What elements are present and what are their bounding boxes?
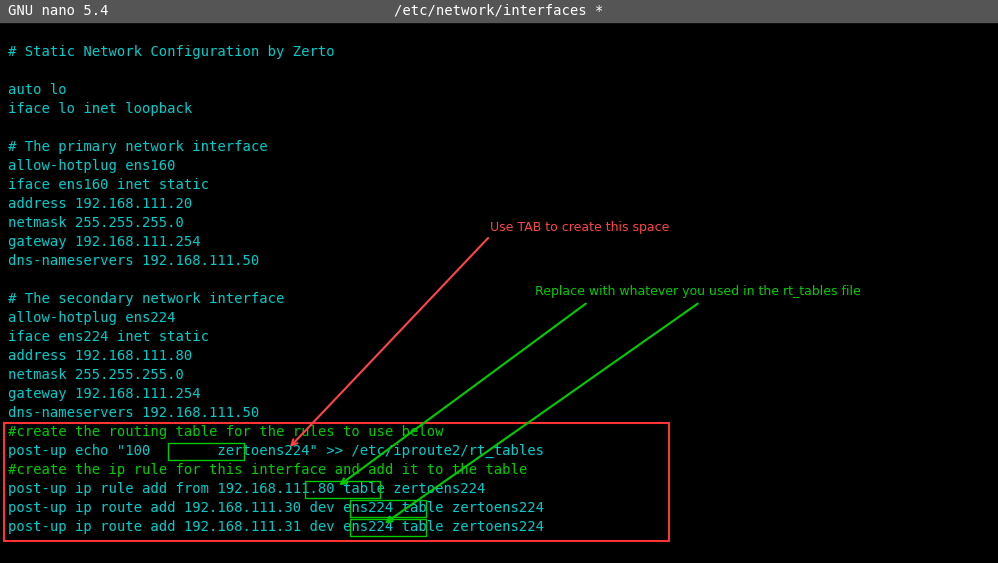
Text: # The secondary network interface: # The secondary network interface	[8, 292, 284, 306]
Text: iface ens160 inet static: iface ens160 inet static	[8, 178, 209, 192]
Text: netmask 255.255.255.0: netmask 255.255.255.0	[8, 368, 184, 382]
Text: #create the ip rule for this interface and add it to the table: #create the ip rule for this interface a…	[8, 463, 527, 477]
Text: dns-nameservers 192.168.111.50: dns-nameservers 192.168.111.50	[8, 406, 259, 420]
Text: post-up ip route add 192.168.111.30 dev ens224 table zertoens224: post-up ip route add 192.168.111.30 dev …	[8, 501, 544, 515]
Bar	[0, 0, 998, 22]
Text: # The primary network interface: # The primary network interface	[8, 140, 267, 154]
Text: Use TAB to create this space: Use TAB to create this space	[490, 221, 670, 235]
Text: dns-nameservers 192.168.111.50: dns-nameservers 192.168.111.50	[8, 254, 259, 268]
Text: gateway 192.168.111.254: gateway 192.168.111.254	[8, 387, 201, 401]
Bar	[350, 499, 426, 516]
Text: post-up ip route add 192.168.111.31 dev ens224 table zertoens224: post-up ip route add 192.168.111.31 dev …	[8, 520, 544, 534]
Text: post-up ip rule add from 192.168.111.80 table zertoens224: post-up ip rule add from 192.168.111.80 …	[8, 482, 485, 496]
Text: iface ens224 inet static: iface ens224 inet static	[8, 330, 209, 344]
Text: # Static Network Configuration by Zerto: # Static Network Configuration by Zerto	[8, 45, 334, 59]
Text: address 192.168.111.80: address 192.168.111.80	[8, 349, 193, 363]
Text: #create the routing table for the rules to use below: #create the routing table for the rules …	[8, 425, 443, 439]
Bar	[305, 480, 380, 498]
Bar	[169, 443, 244, 459]
Text: GNU nano 5.4: GNU nano 5.4	[8, 4, 109, 18]
Text: allow-hotplug ens160: allow-hotplug ens160	[8, 159, 176, 173]
Text: address 192.168.111.20: address 192.168.111.20	[8, 197, 193, 211]
Bar	[350, 519, 426, 535]
Text: /etc/network/interfaces *: /etc/network/interfaces *	[394, 4, 604, 18]
Text: netmask 255.255.255.0: netmask 255.255.255.0	[8, 216, 184, 230]
Text: post-up echo "100        zertoens224" >> /etc/iproute2/rt_tables: post-up echo "100 zertoens224" >> /etc/i…	[8, 444, 544, 458]
Text: Replace with whatever you used in the rt_tables file: Replace with whatever you used in the rt…	[535, 285, 860, 298]
Text: allow-hotplug ens224: allow-hotplug ens224	[8, 311, 176, 325]
Text: iface lo inet loopback: iface lo inet loopback	[8, 102, 193, 116]
Text: gateway 192.168.111.254: gateway 192.168.111.254	[8, 235, 201, 249]
Bar	[4, 423, 669, 541]
Text: auto lo: auto lo	[8, 83, 67, 97]
